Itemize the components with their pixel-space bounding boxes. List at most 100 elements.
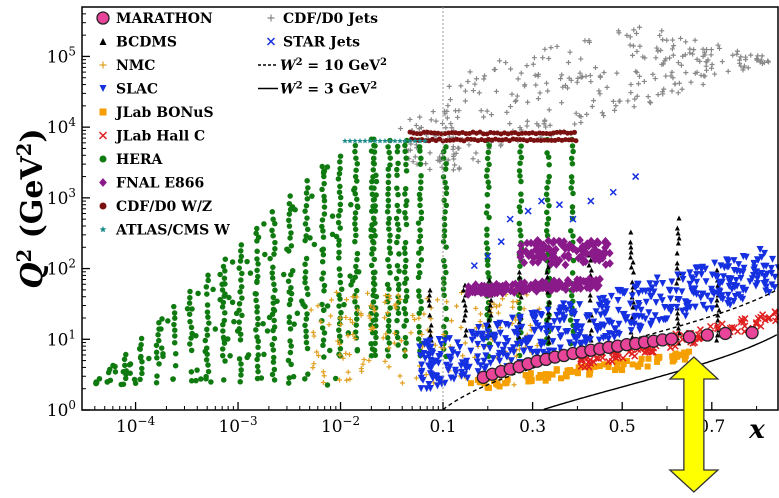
- hera-point: [394, 143, 401, 150]
- slac-point: [725, 263, 733, 271]
- fnal-e866-point: [507, 285, 515, 295]
- slac-point: [444, 366, 452, 374]
- bcdms-point: [546, 339, 552, 345]
- slac-point: [482, 352, 490, 360]
- nmc-point: [321, 373, 327, 379]
- hera-point: [396, 208, 402, 214]
- hera-point: [302, 376, 308, 382]
- nmc-point: [380, 335, 386, 341]
- cdf-d0-jets-point: [734, 48, 740, 54]
- hera-point: [302, 237, 308, 244]
- slac-point: [650, 288, 658, 296]
- fnal-e866-point: [560, 251, 569, 261]
- slac-point: [673, 303, 681, 311]
- hera-point: [443, 305, 449, 312]
- hera-point: [137, 376, 143, 383]
- slac-point: [708, 305, 716, 313]
- nmc-point: [391, 340, 397, 346]
- jlab-bonus-point: [591, 363, 598, 370]
- hera-point: [403, 168, 410, 174]
- cdf-d0-jets-point: [652, 76, 658, 82]
- hera-point: [261, 351, 267, 358]
- slac-point: [548, 325, 556, 333]
- nmc-point: [423, 372, 429, 378]
- hera-point: [254, 248, 260, 255]
- nmc-point: [521, 306, 527, 312]
- slac-point: [611, 326, 619, 334]
- cdf-d0-jets-point: [481, 114, 487, 120]
- hera-point: [285, 217, 292, 224]
- cdf-d0-jets-point: [663, 56, 669, 62]
- slac-point: [471, 332, 479, 340]
- bcdms-point: [428, 322, 434, 328]
- nmc-point: [350, 294, 356, 300]
- hera-point: [385, 173, 392, 179]
- slac-point: [628, 319, 636, 327]
- jlab-bonus-point: [601, 361, 608, 368]
- jlab-hall-c-point: [773, 313, 779, 321]
- fnal-e866-point: [581, 257, 590, 266]
- slac-point: [730, 257, 738, 265]
- bcdms-point: [714, 337, 720, 343]
- atlas-cms-w-point: [377, 138, 383, 144]
- cdf-d0-jets-point: [491, 67, 497, 73]
- cdf-d0-jets-point: [452, 162, 458, 168]
- x-tick-label: 0.5: [609, 417, 636, 437]
- y-tick-label: 101: [47, 327, 76, 350]
- cdf-d0-jets-point: [508, 66, 514, 72]
- slac-point: [473, 358, 481, 366]
- hera-point: [270, 294, 277, 301]
- hera-point: [222, 358, 228, 364]
- hera-point: [348, 201, 354, 208]
- cdf-d0-jets-point: [462, 88, 468, 94]
- legend-marker: [99, 178, 107, 187]
- hera-point: [403, 161, 409, 168]
- slac-point: [703, 292, 711, 300]
- slac-point: [508, 314, 516, 322]
- fnal-e866-point: [590, 277, 599, 287]
- hera-point: [386, 286, 392, 292]
- cdf-d0-wz-point: [444, 137, 449, 143]
- cdf-d0-jets-point: [450, 167, 456, 173]
- fnal-e866-point: [525, 284, 534, 294]
- cdf-d0-jets-point: [446, 83, 452, 89]
- hera-point: [284, 246, 290, 252]
- slac-point: [538, 312, 546, 320]
- hera-point: [418, 298, 424, 305]
- bcdms-point: [546, 299, 552, 305]
- hera-point: [373, 293, 380, 300]
- nmc-point: [536, 306, 542, 312]
- cdf-d0-jets-point: [690, 51, 696, 57]
- cdf-d0-jets-point: [525, 99, 531, 105]
- cdf-d0-wz-point: [421, 129, 427, 135]
- slac-point: [540, 339, 548, 347]
- hera-point: [417, 148, 423, 154]
- fnal-e866-point: [517, 241, 525, 250]
- fnal-e866-point: [487, 289, 495, 299]
- hera-point: [255, 315, 261, 322]
- hera-point: [368, 262, 375, 269]
- cdf-d0-jets-point: [412, 154, 418, 160]
- legend-label: SLAC: [116, 82, 158, 98]
- nmc-point: [310, 329, 316, 335]
- hera-point: [303, 333, 309, 340]
- slac-point: [458, 372, 466, 380]
- hera-point: [418, 257, 425, 263]
- y-tick-label: 104: [47, 115, 76, 138]
- atlas-cms-w-point: [402, 138, 408, 144]
- hera-point: [353, 263, 359, 270]
- hera-point: [324, 164, 331, 170]
- cdf-d0-jets-point: [568, 77, 574, 83]
- hera-point: [204, 332, 211, 338]
- hera-point: [319, 217, 326, 223]
- hera-point: [386, 149, 392, 156]
- hera-point: [353, 322, 359, 328]
- cdf-d0-jets-point: [542, 118, 548, 124]
- hera-point: [319, 186, 325, 193]
- hera-point: [486, 161, 492, 168]
- hera-point: [440, 286, 447, 292]
- bcdms-point: [544, 274, 550, 280]
- hera-point: [402, 334, 409, 341]
- hera-point: [395, 310, 402, 316]
- hera-point: [385, 144, 391, 150]
